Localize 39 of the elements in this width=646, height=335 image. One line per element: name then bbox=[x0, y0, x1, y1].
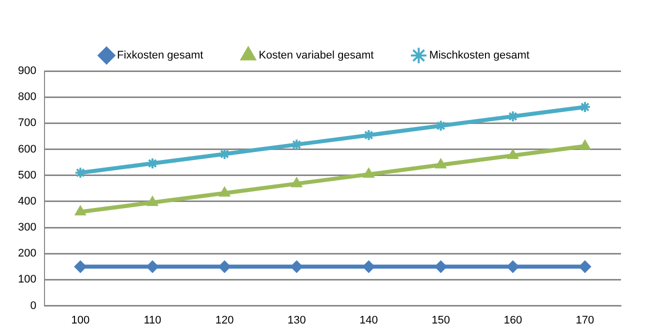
y-tick-label: 100 bbox=[18, 274, 36, 286]
point bbox=[74, 166, 86, 179]
point bbox=[578, 260, 591, 273]
y-tick-label: 900 bbox=[18, 65, 36, 78]
point bbox=[290, 138, 303, 151]
legend-label: Mischkosten gesamt bbox=[429, 50, 530, 62]
point bbox=[75, 206, 86, 216]
point bbox=[434, 260, 447, 273]
x-tick-label: 100 bbox=[71, 314, 90, 326]
point bbox=[508, 150, 518, 160]
point bbox=[506, 260, 519, 273]
y-tick-label: 0 bbox=[30, 300, 36, 312]
point bbox=[435, 158, 446, 168]
y-tick-label: 700 bbox=[18, 117, 36, 130]
point bbox=[146, 260, 158, 273]
x-tick-label: 170 bbox=[576, 314, 594, 326]
point bbox=[580, 140, 590, 150]
legend-label: Fixkosten gesamt bbox=[117, 50, 204, 62]
y-tick-label: 200 bbox=[18, 248, 36, 260]
y-tick-label: 300 bbox=[18, 222, 36, 234]
point bbox=[362, 260, 375, 273]
y-tick-label: 600 bbox=[18, 143, 36, 156]
point bbox=[291, 178, 302, 188]
legend-label: Kosten variabel gesamt bbox=[258, 50, 374, 62]
x-tick-label: 130 bbox=[287, 314, 306, 326]
x-tick-label: 110 bbox=[144, 314, 162, 326]
x-tick-label: 120 bbox=[215, 314, 234, 326]
point bbox=[74, 260, 86, 273]
y-tick-label: 400 bbox=[18, 195, 36, 208]
point bbox=[147, 196, 158, 206]
point bbox=[290, 260, 303, 273]
point bbox=[363, 168, 374, 178]
point bbox=[218, 260, 231, 273]
point bbox=[219, 187, 230, 197]
x-tick-label: 160 bbox=[504, 314, 522, 326]
x-tick-label: 150 bbox=[432, 314, 450, 326]
x-tick-label: 140 bbox=[360, 314, 378, 326]
y-tick-label: 800 bbox=[18, 91, 36, 104]
y-tick-label: 500 bbox=[18, 169, 36, 182]
